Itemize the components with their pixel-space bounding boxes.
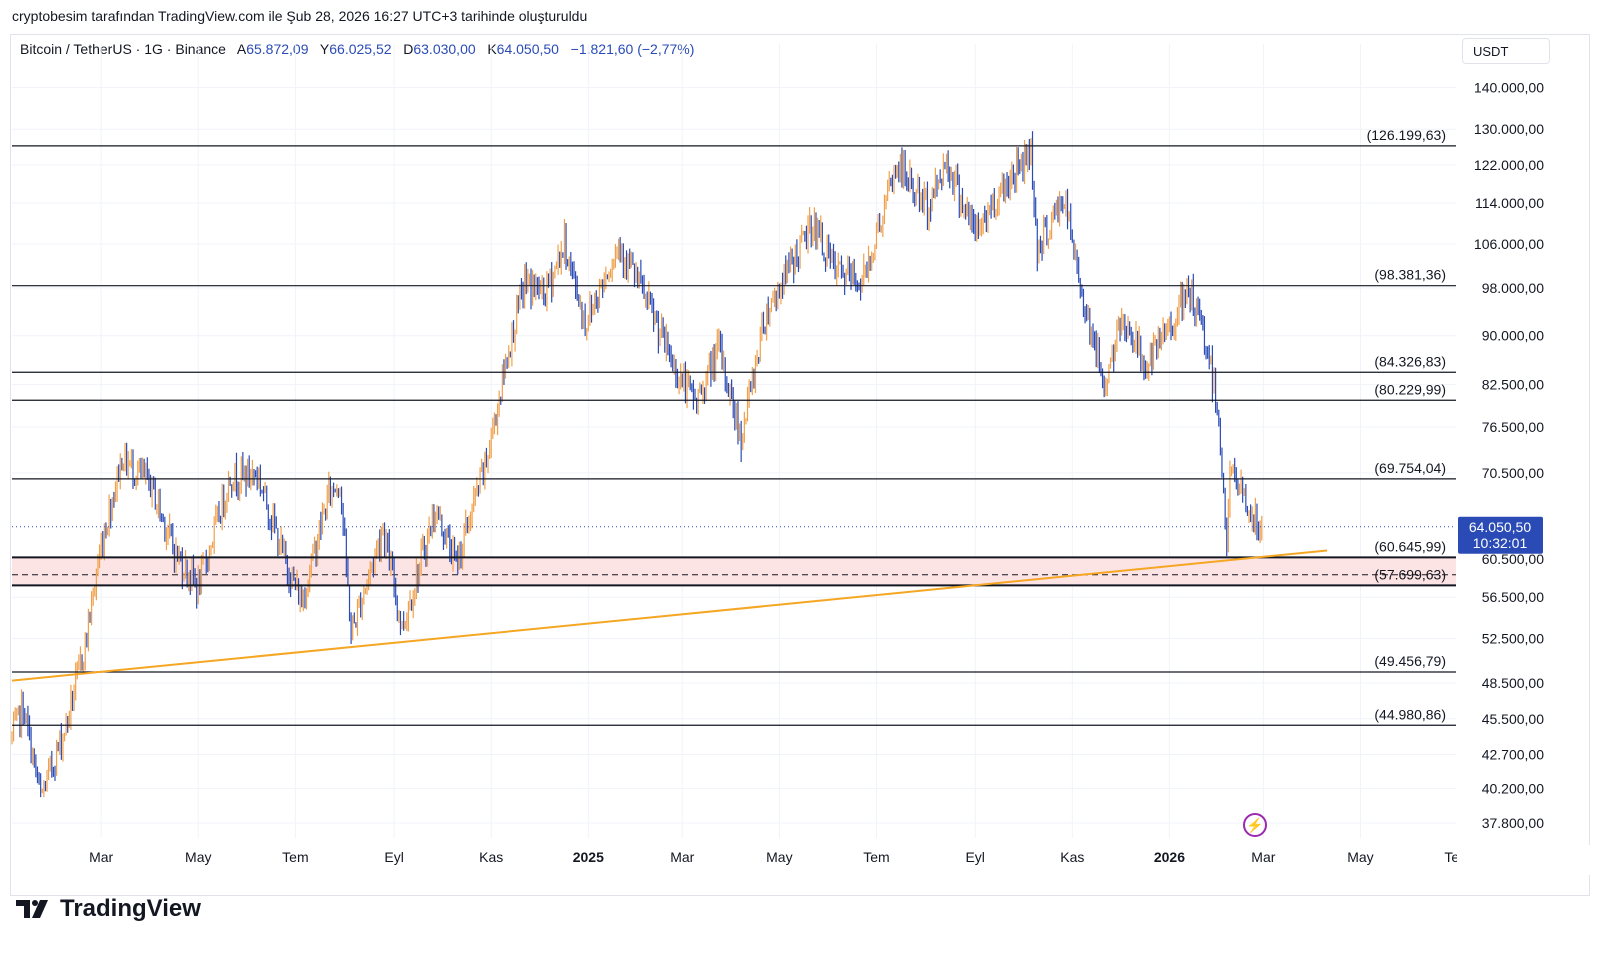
y-axis-tick-label: 45.500,00 (1482, 711, 1544, 727)
y-axis-tick-label: 52.500,00 (1482, 630, 1544, 646)
tradingview-brand: TradingView (16, 895, 201, 923)
candle-series (11, 131, 1263, 798)
horizontal-level-label: (57.699,63) (1374, 566, 1446, 582)
open-value: 65.872,09 (246, 41, 309, 57)
last-price-tag (1458, 516, 1543, 554)
last-price-value: 64.050,50 (1469, 519, 1531, 535)
y-axis-tick-label: 82.500,00 (1482, 377, 1544, 393)
x-axis-tick-label: Tem (863, 849, 889, 865)
y-axis-tick-label: 90.000,00 (1482, 328, 1544, 344)
x-axis-tick-label: Tem (282, 849, 308, 865)
low-value: 63.030,00 (413, 41, 476, 57)
horizontal-level-label: (60.645,99) (1374, 538, 1446, 554)
y-axis-tick-label: 70.500,00 (1482, 465, 1544, 481)
horizontal-level-label: (69.754,04) (1374, 460, 1446, 476)
change-value: −1.821,60 (−2,77%) (570, 41, 695, 57)
low-label: D (403, 41, 414, 57)
x-axis-tick-label: May (185, 849, 211, 865)
y-axis-tick-label: 114.000,00 (1475, 195, 1544, 211)
horizontal-level-label: (49.456,79) (1374, 653, 1446, 669)
x-axis-tick-label: Kas (479, 849, 503, 865)
bar-countdown: 10:32:01 (1473, 535, 1528, 551)
y-axis-tick-label: 122.000,00 (1474, 157, 1544, 173)
horizontal-level-label: (80.229,99) (1374, 381, 1446, 397)
x-axis-tick-label: Mar (1251, 849, 1275, 865)
tradingview-logo-icon (16, 900, 48, 918)
ascending-trendline (11, 549, 1328, 682)
y-axis-tick-label: 56.500,00 (1482, 589, 1544, 605)
y-axis-tick-label: 140.000,00 (1474, 80, 1544, 96)
x-axis-tick-label: Mar (89, 849, 113, 865)
currency-selector[interactable]: USDT (1462, 38, 1550, 64)
y-axis-tick-label: 98.000,00 (1482, 280, 1544, 296)
x-axis-tick-label: May (766, 849, 792, 865)
high-label: Y (319, 41, 330, 57)
y-axis-tick-label: 40.200,00 (1482, 780, 1544, 796)
y-axis-tick-label: 130.000,00 (1474, 121, 1544, 137)
close-label: K (487, 41, 497, 57)
y-axis-tick-label: 48.500,00 (1482, 675, 1544, 691)
x-axis-tick-label: May (1347, 849, 1373, 865)
y-axis-tick-label: 42.700,00 (1482, 746, 1544, 762)
ohlc-legend: Bitcoin / TetherUS · 1G · Binance A65.87… (20, 41, 694, 57)
x-axis-tick-label: Eyl (384, 849, 403, 865)
lightning-event-icon[interactable]: ⚡ (1243, 813, 1267, 837)
axis-corner (1457, 845, 1590, 875)
x-axis-tick-label: 2026 (1154, 849, 1185, 865)
x-axis-tick-label: Mar (670, 849, 694, 865)
x-axis-tick-label: 2025 (573, 849, 604, 865)
horizontal-level-label: (98.381,36) (1374, 267, 1446, 283)
symbol-title[interactable]: Bitcoin / TetherUS · 1G · Binance (20, 41, 226, 57)
y-axis-tick-label: 37.800,00 (1482, 815, 1544, 831)
horizontal-level-label: (126.199,63) (1367, 127, 1446, 143)
close-value: 64.050,50 (496, 41, 559, 57)
support-zone (12, 557, 1456, 586)
horizontal-level-label: (44.980,86) (1374, 706, 1446, 722)
chart-caption: cryptobesim tarafından TradingView.com i… (12, 8, 588, 24)
x-axis-tick-label: Eyl (965, 849, 984, 865)
open-label: A (236, 41, 247, 57)
brand-name: TradingView (60, 895, 201, 922)
horizontal-level-label: (84.326,83) (1374, 353, 1446, 369)
x-axis-tick-label: Kas (1060, 849, 1084, 865)
y-axis-tick-label: 76.500,00 (1482, 419, 1544, 435)
y-axis-tick-label: 106.000,00 (1474, 236, 1544, 252)
high-value: 66.025,52 (329, 41, 392, 57)
y-axis-tick-label: 60.500,00 (1482, 551, 1544, 567)
chart-frame (10, 34, 1590, 896)
